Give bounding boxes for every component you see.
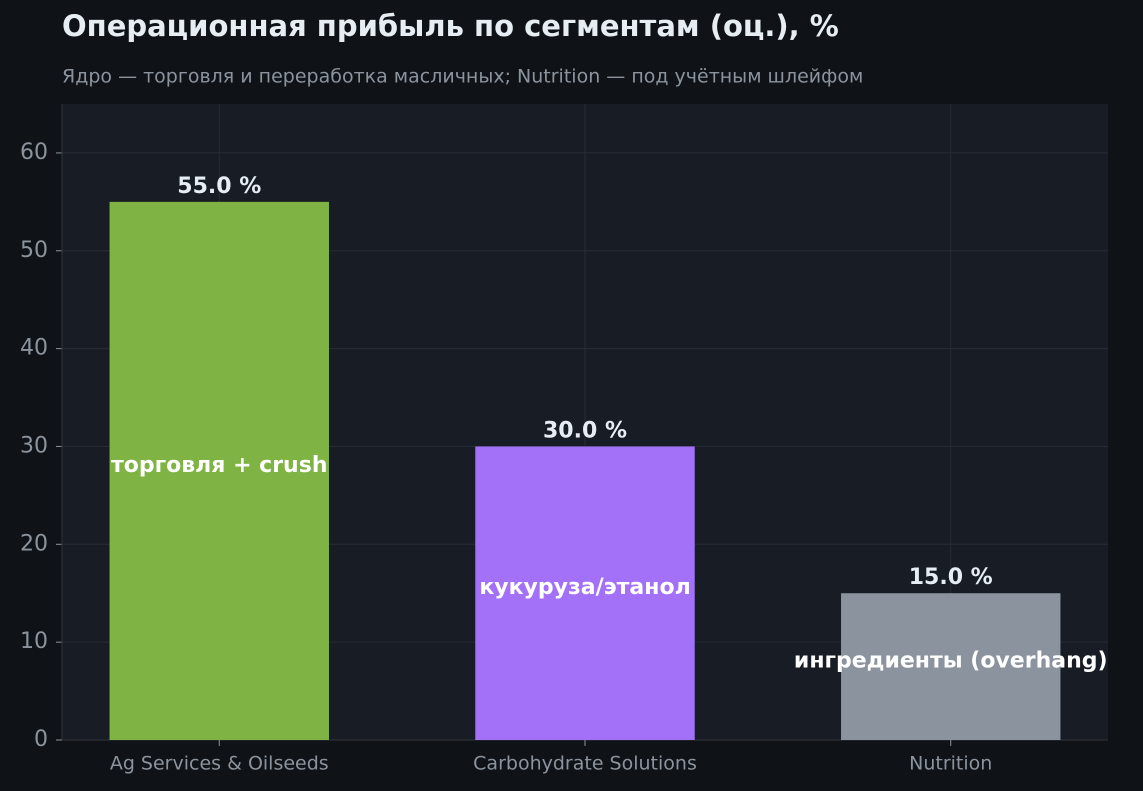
x-tick-label: Nutrition <box>909 753 992 775</box>
x-tick-label: Ag Services & Oilseeds <box>110 753 329 775</box>
chart-subtitle: Ядро — торговля и переработка масличных;… <box>62 66 863 88</box>
value-label: 15.0 % <box>909 565 993 590</box>
y-tick-label: 10 <box>20 629 48 654</box>
x-tick-label: Carbohydrate Solutions <box>473 753 697 775</box>
y-tick-label: 60 <box>20 140 48 165</box>
bar <box>109 201 329 740</box>
y-tick-label: 50 <box>20 238 48 263</box>
bar-annotation: кукуруза/этанол <box>479 575 690 600</box>
bar-annotation: торговля + crush <box>111 453 327 478</box>
bar <box>841 593 1061 740</box>
value-label: 55.0 % <box>177 174 261 199</box>
value-label: 30.0 % <box>543 418 627 443</box>
y-tick-label: 20 <box>20 531 48 556</box>
y-tick-label: 0 <box>34 727 48 752</box>
y-tick-label: 30 <box>20 433 48 458</box>
bar <box>475 446 695 740</box>
chart-title: Операционная прибыль по сегментам (оц.),… <box>62 9 839 43</box>
bar-annotation: ингредиенты (overhang) <box>794 649 1108 674</box>
y-tick-label: 40 <box>20 336 48 361</box>
